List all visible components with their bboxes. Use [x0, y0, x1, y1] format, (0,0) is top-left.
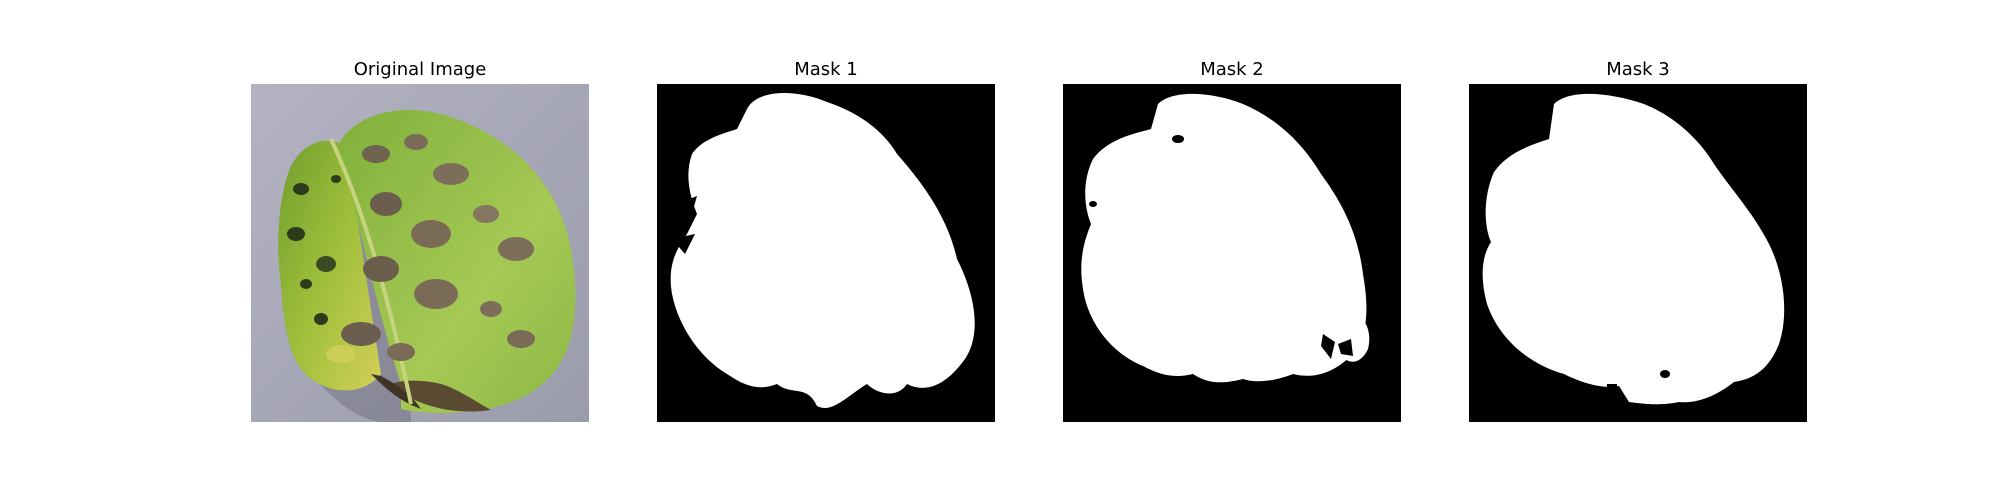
mask-2-panel: Mask 2 [1063, 58, 1401, 422]
original-image-panel: Original Image [251, 58, 589, 422]
mask-1-image [657, 84, 995, 422]
mask-2-image [1063, 84, 1401, 422]
mask-3-panel: Mask 3 [1469, 58, 1807, 422]
panel-title: Original Image [353, 59, 487, 80]
original-leaf-photo [251, 84, 589, 422]
mask-1-panel: Mask 1 [657, 58, 995, 422]
mask-3-image [1469, 84, 1807, 422]
panel-title: Mask 2 [1200, 59, 1264, 80]
panel-title: Mask 1 [794, 59, 858, 80]
panel-title: Mask 3 [1606, 59, 1670, 80]
